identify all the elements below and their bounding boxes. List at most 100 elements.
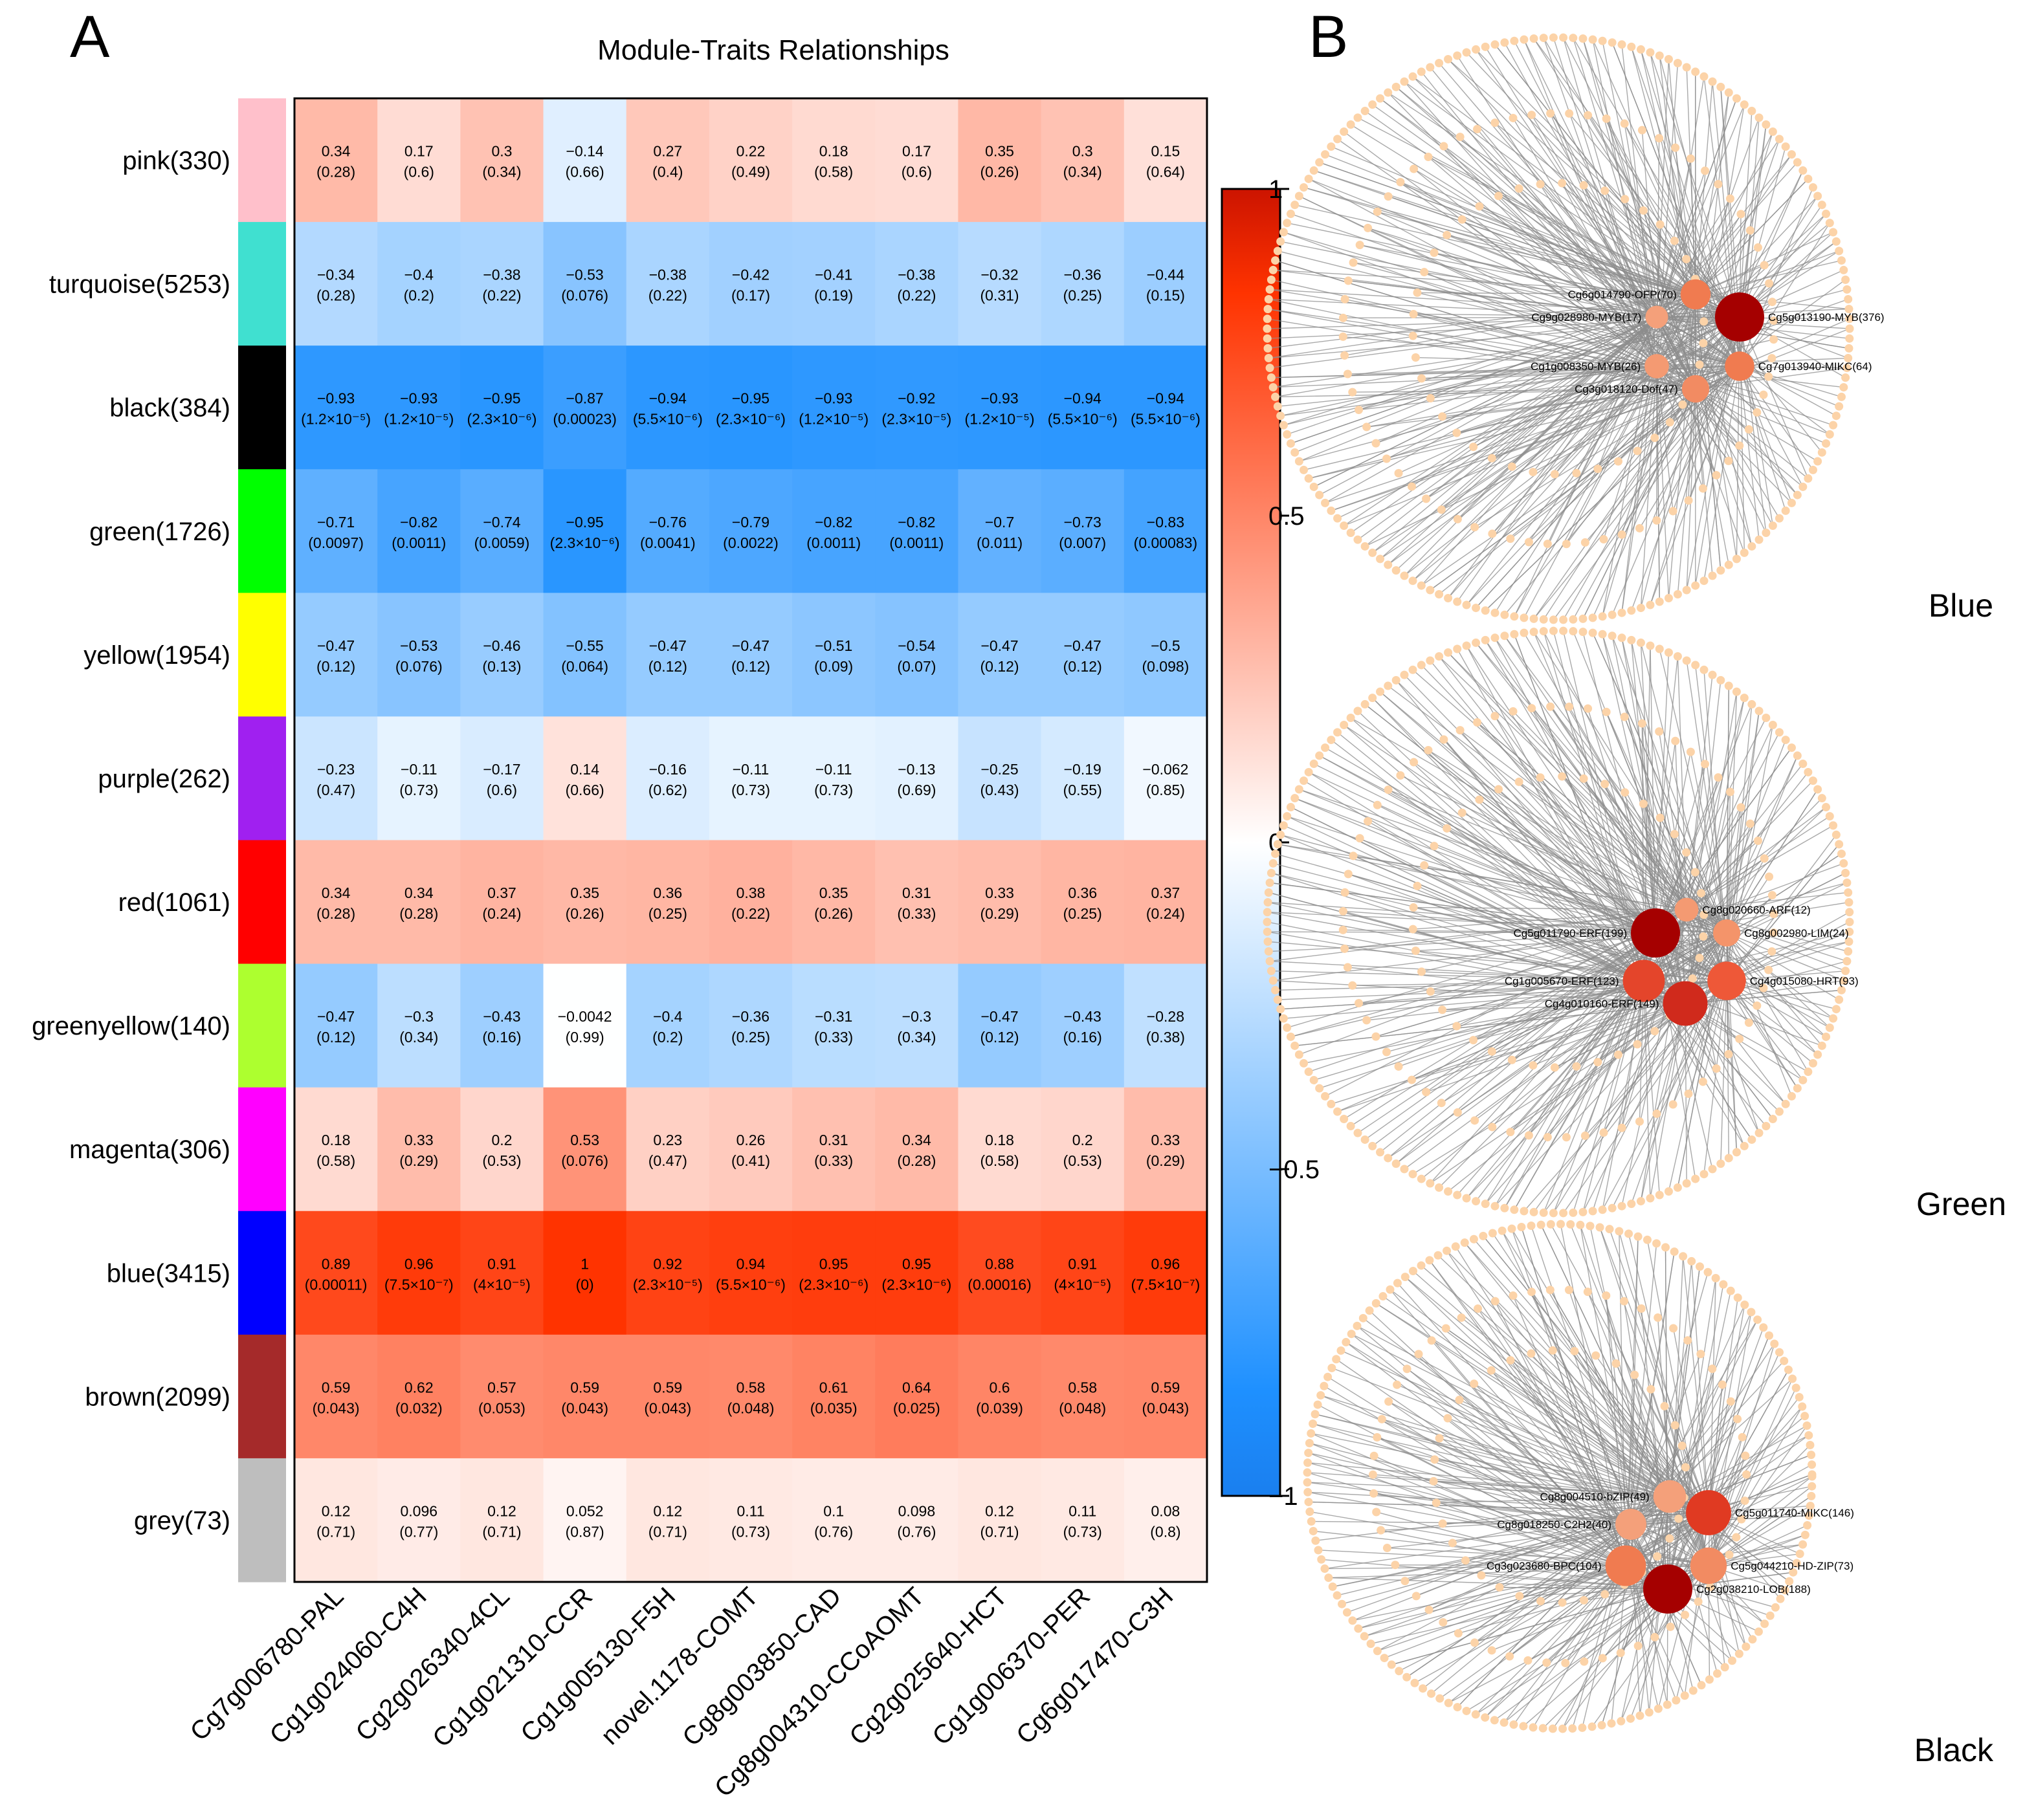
network-edge (1686, 763, 1706, 910)
cell-correlation: 0.35 (819, 884, 848, 901)
peripheral-node (1462, 641, 1471, 650)
network-edge (1672, 1328, 1709, 1513)
cell-pvalue: (0.043) (1142, 1399, 1189, 1416)
cell-correlation: −0.82 (815, 514, 852, 531)
peripheral-node (1754, 707, 1764, 716)
peripheral-node (1705, 1675, 1714, 1684)
peripheral-node (1740, 1300, 1749, 1310)
heatmap-cell (709, 716, 793, 840)
peripheral-node (1316, 1391, 1325, 1400)
heatmap-cell (1123, 593, 1208, 717)
network-edge (1739, 223, 1830, 367)
cell-correlation: −0.42 (732, 267, 769, 283)
peripheral-node (1753, 837, 1762, 846)
peripheral-node (1279, 821, 1288, 830)
peripheral-node (1413, 288, 1422, 297)
peripheral-node (1327, 506, 1336, 515)
heatmap-cell (1041, 1458, 1125, 1583)
network-edge (1377, 211, 1696, 295)
row-label: blue(3415) (107, 1259, 230, 1288)
peripheral-node (1340, 944, 1349, 953)
column-label: Cg1g005130-F5H (515, 1582, 681, 1748)
peripheral-node (1321, 150, 1330, 159)
row-label: grey(73) (134, 1506, 230, 1535)
network-edge (1656, 366, 1660, 602)
peripheral-node (1473, 125, 1482, 134)
peripheral-node (1804, 1511, 1813, 1520)
peripheral-node (1579, 774, 1588, 783)
peripheral-node (1744, 1018, 1753, 1027)
network-edge (1307, 1472, 1626, 1566)
network-edge (1429, 1260, 1632, 1525)
cell-pvalue: (0.58) (316, 1152, 355, 1169)
peripheral-node (1424, 1605, 1433, 1614)
cell-pvalue: (0.0097) (308, 534, 364, 551)
peripheral-node (1487, 1646, 1496, 1655)
peripheral-node (1835, 840, 1844, 849)
cell-correlation: −0.93 (317, 390, 355, 407)
module-swatch (238, 345, 286, 470)
peripheral-node (1653, 1552, 1662, 1561)
network-edge (1640, 642, 1656, 934)
peripheral-node (1382, 454, 1391, 463)
peripheral-node (1372, 1508, 1381, 1517)
heatmap-cell (460, 840, 544, 965)
network-edge (1364, 1565, 1626, 1637)
peripheral-node (1624, 1229, 1633, 1238)
cell-correlation: 0.11 (736, 1502, 764, 1519)
peripheral-node (1841, 275, 1850, 284)
cell-correlation: 0.12 (653, 1502, 682, 1519)
cell-correlation: −0.47 (317, 1008, 355, 1025)
network-edge (1387, 1547, 1709, 1566)
network-edge (1443, 739, 1644, 981)
peripheral-node (1265, 957, 1274, 966)
network-edge (1434, 1459, 1632, 1525)
network-edge (1656, 224, 1661, 318)
colorbar-tick-label: −1 (1268, 1482, 1298, 1511)
heatmap-cell (460, 345, 544, 470)
peripheral-node (1842, 285, 1852, 294)
network-blue-label: Blue (1929, 587, 1993, 624)
network-edge (1583, 185, 1657, 318)
cell-correlation: −0.94 (1147, 390, 1184, 407)
peripheral-node (1408, 925, 1417, 934)
cell-pvalue: (0.0011) (392, 534, 446, 551)
peripheral-node (1435, 589, 1444, 598)
peripheral-node (1690, 868, 1699, 877)
hub-label: Cg8g004510-bZIP(49) (1540, 1491, 1650, 1503)
peripheral-node (1600, 1590, 1610, 1599)
peripheral-node (1747, 107, 1756, 116)
peripheral-node (1844, 888, 1853, 897)
network-edge (1388, 1401, 1709, 1566)
cell-correlation: −0.16 (649, 761, 687, 778)
cell-correlation: −0.95 (483, 390, 520, 407)
network-edge (1360, 244, 1740, 318)
network-edge (1708, 1297, 1738, 1513)
cell-pvalue: (0.053) (478, 1399, 526, 1416)
heatmap-cell (294, 222, 378, 346)
peripheral-node (1343, 963, 1352, 972)
peripheral-node (1267, 373, 1276, 382)
peripheral-node (1453, 514, 1462, 523)
network-edge (1348, 873, 1727, 981)
peripheral-node (1400, 670, 1409, 679)
peripheral-node (1276, 411, 1285, 421)
peripheral-node (1294, 1050, 1303, 1059)
cell-correlation: −0.13 (898, 761, 935, 778)
peripheral-node (1338, 906, 1347, 915)
peripheral-node (1798, 1540, 1808, 1549)
network-edge (1319, 980, 1644, 1089)
peripheral-node (1422, 494, 1431, 503)
peripheral-node (1569, 1208, 1578, 1217)
peripheral-node (1683, 1336, 1692, 1345)
peripheral-node (1453, 1703, 1462, 1712)
network-edge (1443, 739, 1686, 1004)
peripheral-node (1566, 1220, 1575, 1229)
peripheral-node (1378, 1292, 1388, 1301)
peripheral-node (1539, 1208, 1548, 1217)
heatmap-cell (1041, 840, 1125, 965)
cell-correlation: 0.38 (736, 884, 766, 901)
network-edge (1267, 931, 1686, 1004)
peripheral-node (1602, 1291, 1611, 1300)
